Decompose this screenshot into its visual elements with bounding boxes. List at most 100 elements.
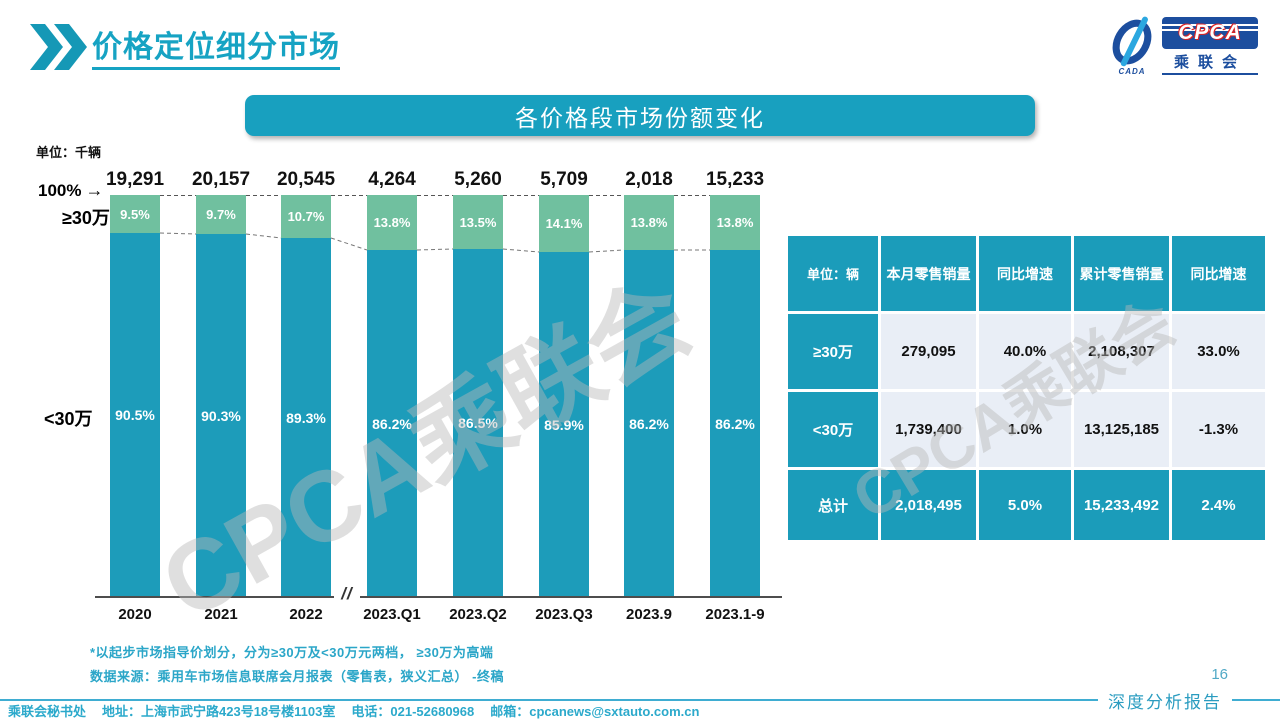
cpca-logo: CADA CPCA 乘联会 — [1106, 14, 1264, 78]
segment-ge30: 13.8% — [367, 195, 417, 250]
bar-total-label: 15,233 — [705, 169, 765, 190]
table-row-label: ≥30万 — [788, 314, 878, 389]
page-number: 16 — [1211, 666, 1228, 683]
table-data-cell: 1.0% — [979, 392, 1071, 467]
bar: 5,709 14.1% 85.9% — [539, 169, 589, 597]
table-header-cell: 单位：辆 — [788, 236, 878, 311]
footnote-definition: *以起步市场指导价划分，分为≥30万及<30万元两档， ≥30万为高端 — [90, 645, 494, 660]
right-arrow-icon: → — [85, 180, 104, 200]
chart-title: 各价格段市场份额变化 — [515, 104, 765, 131]
segment-ge30: 14.1% — [539, 195, 589, 252]
segment-lt30: 86.5% — [453, 249, 503, 597]
segment-ge30: 13.8% — [624, 195, 674, 250]
x-axis-tick-label: 2023.Q2 — [449, 606, 507, 623]
bar-total-label: 5,260 — [454, 169, 502, 190]
x-axis-tick-label: 2021 — [204, 606, 238, 623]
cpca-swoosh-icon: CADA — [1106, 16, 1158, 76]
segment-ge30: 9.5% — [110, 195, 160, 233]
cpca-chinese-name: 乘联会 — [1162, 51, 1258, 75]
report-type-label: 深度分析报告 — [1098, 688, 1232, 713]
stacked-bar-chart: 100% → ≥30万 <30万 19,291 9.5% 90.5% 20,157 9.7… — [0, 140, 790, 640]
unit-label: 单位：千辆 — [36, 145, 102, 160]
segment-lt30: 86.2% — [624, 250, 674, 597]
segment-ge30: 13.8% — [710, 195, 760, 250]
x-axis-tick-label: 2023.Q1 — [363, 606, 421, 623]
segment-pct-label: 14.1% — [545, 216, 583, 231]
x-axis-tick-label: 2023.Q3 — [535, 606, 593, 623]
upper-segment-label: ≥30万 — [62, 208, 110, 228]
x-axis-tick-label: 2023.1-9 — [705, 606, 765, 623]
x-axis-tick-label: 2023.9 — [626, 606, 672, 623]
bar: 19,291 9.5% 90.5% — [106, 169, 164, 597]
bar: 5,260 13.5% 86.5% — [453, 169, 503, 597]
segment-ge30: 13.5% — [453, 195, 503, 249]
segment-pct-label: 85.9% — [544, 416, 584, 433]
bar-total-label: 20,545 — [276, 169, 336, 190]
table-header-cell: 同比增速 — [979, 236, 1071, 311]
footer-address: 地址：上海市武宁路423号18号楼1103室 — [102, 704, 336, 719]
table-header-cell: 本月零售销量 — [881, 236, 976, 311]
chart-title-banner: 各价格段市场份额变化 — [245, 95, 1035, 136]
table-data-cell: 1,739,400 — [881, 392, 976, 467]
segment-pct-label: 9.5% — [120, 206, 150, 222]
bar: 20,157 9.7% 90.3% — [192, 169, 250, 597]
footer-secretariat: 乘联会秘书处 — [8, 704, 87, 719]
x-axis-tick-label: 2020 — [118, 606, 152, 623]
footer-bar: 乘联会秘书处 地址：上海市武宁路423号18号楼1103室 电话：021-526… — [0, 699, 1280, 720]
segment-pct-label: 13.8% — [373, 215, 411, 230]
table-data-cell: 279,095 — [881, 314, 976, 389]
segment-lt30: 85.9% — [539, 252, 589, 597]
table-total-label: 总计 — [788, 470, 878, 540]
segment-ge30: 9.7% — [196, 195, 246, 234]
segment-pct-label: 90.3% — [201, 407, 241, 424]
table-data-cell: 33.0% — [1172, 314, 1265, 389]
table-header-cell: 同比增速 — [1172, 236, 1265, 311]
segment-pct-label: 86.2% — [629, 415, 669, 432]
double-chevron-icon — [30, 24, 87, 70]
cada-label: CADA — [1118, 67, 1146, 76]
segment-pct-label: 86.2% — [372, 415, 412, 432]
bar: 15,233 13.8% 86.2% — [706, 169, 764, 597]
table-total-cell: 2,018,495 — [881, 470, 976, 540]
bar: 20,545 10.7% 89.3% — [277, 169, 335, 597]
segment-lt30: 86.2% — [367, 250, 417, 597]
bar-total-label: 19,291 — [105, 169, 165, 190]
hundred-percent-annotation: 100% → — [38, 180, 104, 200]
page-title: 价格定位细分市场 — [92, 22, 340, 70]
segment-lt30: 90.3% — [196, 234, 246, 597]
table-data-cell: -1.3% — [1172, 392, 1265, 467]
footnote-source: 数据来源：乘用车市场信息联席会月报表（零售表，狭义汇总） -终稿 — [90, 669, 504, 684]
segment-lt30: 89.3% — [281, 238, 331, 597]
table-header-cell: 累计零售销量 — [1074, 236, 1169, 311]
table-total-cell: 2.4% — [1172, 470, 1265, 540]
lower-segment-label: <30万 — [44, 409, 93, 429]
table-data-cell: 13,125,185 — [1074, 392, 1169, 467]
segment-pct-label: 90.5% — [115, 407, 155, 423]
axis-break-mark: // — [334, 584, 360, 604]
footer-phone: 电话：021-52680968 — [351, 704, 475, 719]
table-row-label: <30万 — [788, 392, 878, 467]
table-data-cell: 40.0% — [979, 314, 1071, 389]
cpca-acronym: CPCA — [1162, 17, 1258, 49]
footer-email: 邮箱：cpcanews@sxtauto.com.cn — [490, 704, 700, 719]
segment-pct-label: 10.7% — [287, 209, 325, 224]
segment-lt30: 86.2% — [710, 250, 760, 597]
segment-lt30: 90.5% — [110, 233, 160, 597]
x-axis-line — [95, 596, 782, 598]
segment-pct-label: 86.2% — [715, 415, 755, 432]
bar: 4,264 13.8% 86.2% — [367, 169, 417, 597]
bar-total-label: 2,018 — [625, 169, 673, 190]
dashed-connector-lines — [159, 195, 710, 253]
segment-ge30: 10.7% — [281, 195, 331, 238]
bar-total-label: 20,157 — [191, 169, 251, 190]
x-axis-tick-label: 2022 — [289, 606, 323, 623]
segment-pct-label: 13.8% — [630, 215, 668, 230]
bar-total-label: 4,264 — [368, 169, 416, 190]
table-total-cell: 5.0% — [979, 470, 1071, 540]
segment-pct-label: 86.5% — [458, 415, 498, 431]
table-data-cell: 2,108,307 — [1074, 314, 1169, 389]
segment-pct-label: 9.7% — [206, 207, 236, 222]
bar-total-label: 5,709 — [540, 169, 588, 190]
segment-pct-label: 89.3% — [286, 409, 326, 426]
